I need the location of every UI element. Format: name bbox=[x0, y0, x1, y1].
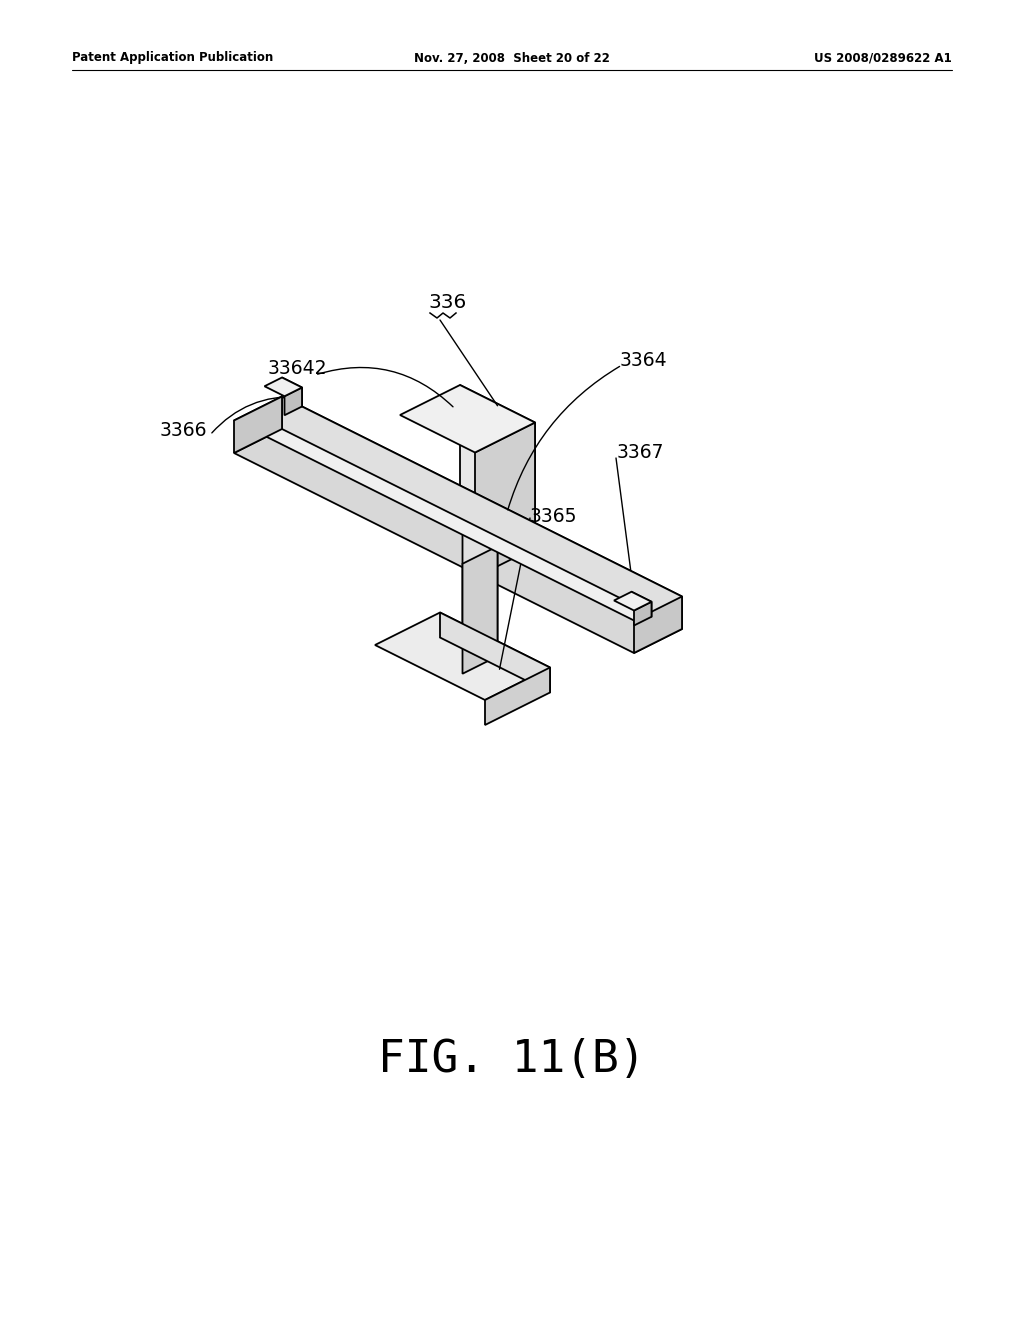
Polygon shape bbox=[282, 378, 302, 407]
Polygon shape bbox=[634, 602, 651, 626]
Polygon shape bbox=[264, 378, 302, 396]
Polygon shape bbox=[400, 385, 535, 453]
Polygon shape bbox=[375, 612, 550, 700]
Polygon shape bbox=[285, 388, 302, 416]
Text: 33642: 33642 bbox=[268, 359, 328, 378]
Polygon shape bbox=[485, 668, 550, 725]
Text: US 2008/0289622 A1: US 2008/0289622 A1 bbox=[814, 51, 952, 65]
Text: Nov. 27, 2008  Sheet 20 of 22: Nov. 27, 2008 Sheet 20 of 22 bbox=[414, 51, 610, 65]
Text: 3366: 3366 bbox=[160, 421, 208, 440]
Text: 3367: 3367 bbox=[617, 444, 665, 462]
Polygon shape bbox=[634, 597, 682, 653]
Polygon shape bbox=[463, 529, 498, 656]
Polygon shape bbox=[460, 385, 535, 548]
Polygon shape bbox=[632, 591, 651, 616]
Polygon shape bbox=[234, 396, 682, 620]
Text: Patent Application Publication: Patent Application Publication bbox=[72, 51, 273, 65]
Polygon shape bbox=[463, 546, 498, 673]
Text: FIG. 11(B): FIG. 11(B) bbox=[378, 1039, 646, 1081]
Text: 3364: 3364 bbox=[620, 351, 668, 370]
Text: 3365: 3365 bbox=[530, 507, 578, 525]
Polygon shape bbox=[234, 396, 282, 453]
Polygon shape bbox=[282, 396, 682, 630]
Polygon shape bbox=[440, 612, 550, 693]
Polygon shape bbox=[234, 429, 682, 653]
Polygon shape bbox=[614, 591, 651, 610]
Text: 336: 336 bbox=[429, 293, 467, 312]
Polygon shape bbox=[475, 422, 535, 578]
